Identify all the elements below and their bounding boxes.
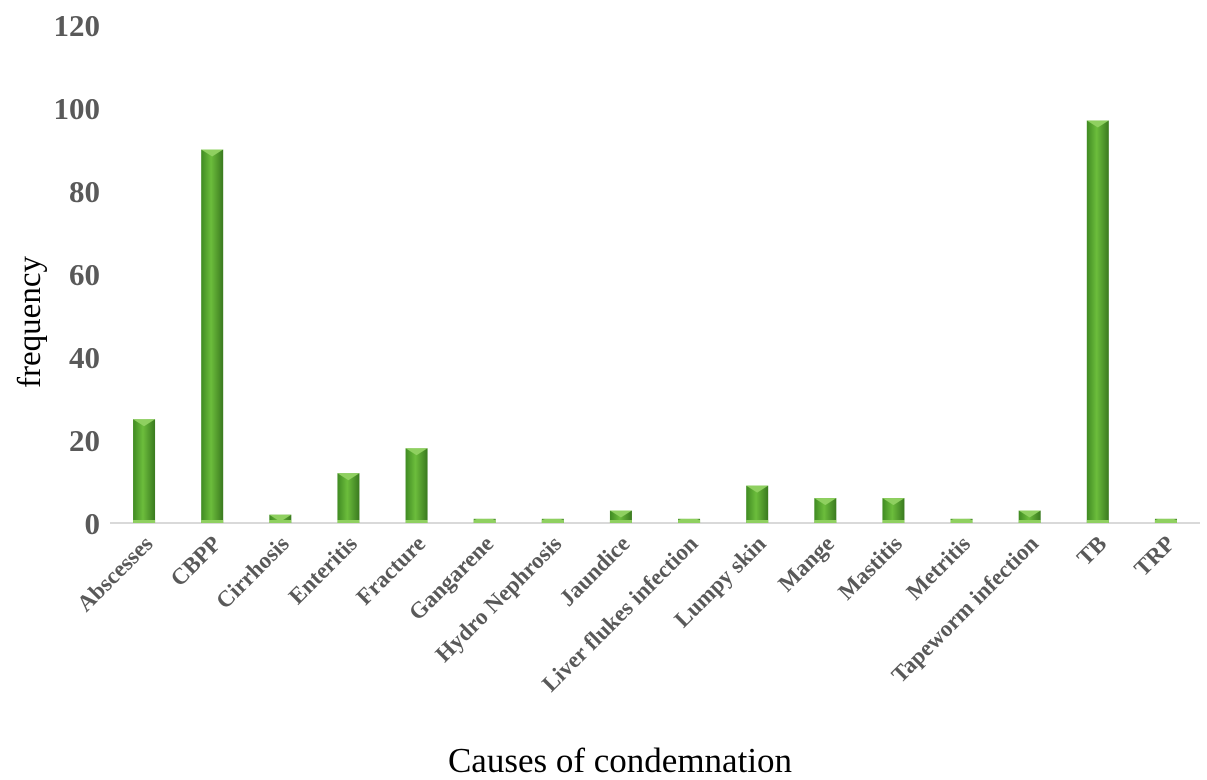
bar-cap xyxy=(201,149,224,157)
bar xyxy=(1086,120,1109,523)
bar-cap xyxy=(609,510,632,518)
bar-cap xyxy=(133,419,156,427)
x-tick-label: TB xyxy=(1072,531,1111,570)
bar-cap xyxy=(1086,120,1109,128)
bar-body xyxy=(814,498,837,523)
y-tick-label: 100 xyxy=(54,91,101,126)
x-axis-category-labels: Abscesses CBPPCirrhosisEnteritisFractureG… xyxy=(72,531,1179,697)
bar xyxy=(201,149,224,523)
y-axis-title: frequency xyxy=(12,256,48,388)
x-tick-label: Enteritis xyxy=(284,531,362,609)
bar-base xyxy=(950,520,973,523)
bar-cap xyxy=(882,498,905,506)
y-tick-label: 20 xyxy=(69,423,100,458)
bar xyxy=(882,498,905,523)
bar xyxy=(609,510,632,523)
bar-body xyxy=(201,149,224,523)
bar xyxy=(133,419,156,523)
bar xyxy=(1154,518,1177,523)
bar-cap xyxy=(746,485,769,493)
bar-cap xyxy=(337,473,360,481)
bar-base xyxy=(1154,520,1177,523)
x-tick-label: Cirrhosis xyxy=(211,531,294,614)
bar-base xyxy=(201,520,224,523)
bar-base xyxy=(133,520,156,523)
y-tick-label: 0 xyxy=(85,506,101,541)
bar xyxy=(746,485,769,523)
y-tick-label: 120 xyxy=(54,8,101,43)
bar xyxy=(541,518,564,523)
x-tick-label: Mange xyxy=(773,531,839,597)
bar-base xyxy=(541,520,564,523)
bar-base xyxy=(405,520,428,523)
bar xyxy=(269,514,292,523)
bar xyxy=(337,473,360,523)
x-tick-label: Mastitis xyxy=(833,531,907,605)
bar-base xyxy=(746,520,769,523)
bar-base xyxy=(678,520,701,523)
y-axis-tick-labels: 0 20 40 60 80 100 120 xyxy=(54,8,101,541)
bar-body xyxy=(405,448,428,523)
bar xyxy=(473,518,496,523)
x-axis-title: Causes of condemnation xyxy=(448,741,792,780)
bar xyxy=(950,518,973,523)
bar-body xyxy=(882,498,905,523)
bar-body xyxy=(746,485,769,523)
bar-base xyxy=(609,520,632,523)
bar-cap xyxy=(405,448,428,456)
bar-body xyxy=(1086,120,1109,523)
bar-base xyxy=(1018,520,1041,523)
bar-cap xyxy=(269,514,292,522)
bar xyxy=(814,498,837,523)
bar-base xyxy=(1086,520,1109,523)
bar-base xyxy=(814,520,837,523)
y-tick-label: 40 xyxy=(69,340,100,375)
y-tick-label: 60 xyxy=(69,257,100,292)
bar-body xyxy=(133,419,156,523)
bar xyxy=(1018,510,1041,523)
bar-base xyxy=(473,520,496,523)
bar-cap xyxy=(814,498,837,506)
bar xyxy=(678,518,701,523)
bar-base xyxy=(337,520,360,523)
bar xyxy=(405,448,428,523)
x-tick-label: Abscesses xyxy=(72,531,157,616)
y-tick-label: 80 xyxy=(69,174,100,209)
bar-body xyxy=(337,473,360,523)
bar-base xyxy=(882,520,905,523)
x-tick-label: CBPP xyxy=(166,531,226,591)
bar-cap xyxy=(1018,510,1041,518)
x-tick-label: TRP xyxy=(1129,531,1179,581)
bar-base xyxy=(269,520,292,523)
x-tick-label: Hydro Nephrosis xyxy=(430,531,566,667)
bars xyxy=(133,120,1177,523)
